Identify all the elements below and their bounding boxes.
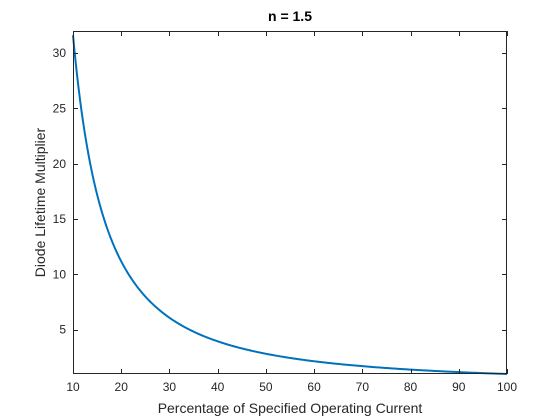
x-tick-label: 90 [452,380,466,394]
series-line [72,35,508,375]
y-tick-label: 25 [53,101,67,115]
y-tick-label: 20 [53,157,67,171]
y-tick-label: 5 [59,323,66,337]
y-axis-label: Diode Lifetime Multiplier [32,127,48,277]
chart-title: n = 1.5 [268,8,312,24]
x-tick-label: 10 [66,380,80,394]
x-tick-label: 50 [259,380,273,394]
x-tick-label: 60 [307,380,321,394]
x-tick-label: 20 [115,380,129,394]
y-tick-label: 15 [53,212,67,226]
x-axis-label: Percentage of Specified Operating Curren… [158,400,423,416]
plot-area [73,31,507,374]
y-tick-label: 10 [53,267,67,281]
axes-box [73,31,507,374]
tick-layer: 10 20 30 40 50 60 70 80 90 100 5 10 15 20 25 30 [53,31,517,394]
x-tick-label: 30 [163,380,177,394]
x-tick-label: 80 [404,380,418,394]
y-tick-label: 30 [53,46,67,60]
x-tick-label: 40 [211,380,225,394]
x-tick-label: 100 [497,380,517,394]
x-tick-label: 70 [356,380,370,394]
series-layer [72,35,508,375]
